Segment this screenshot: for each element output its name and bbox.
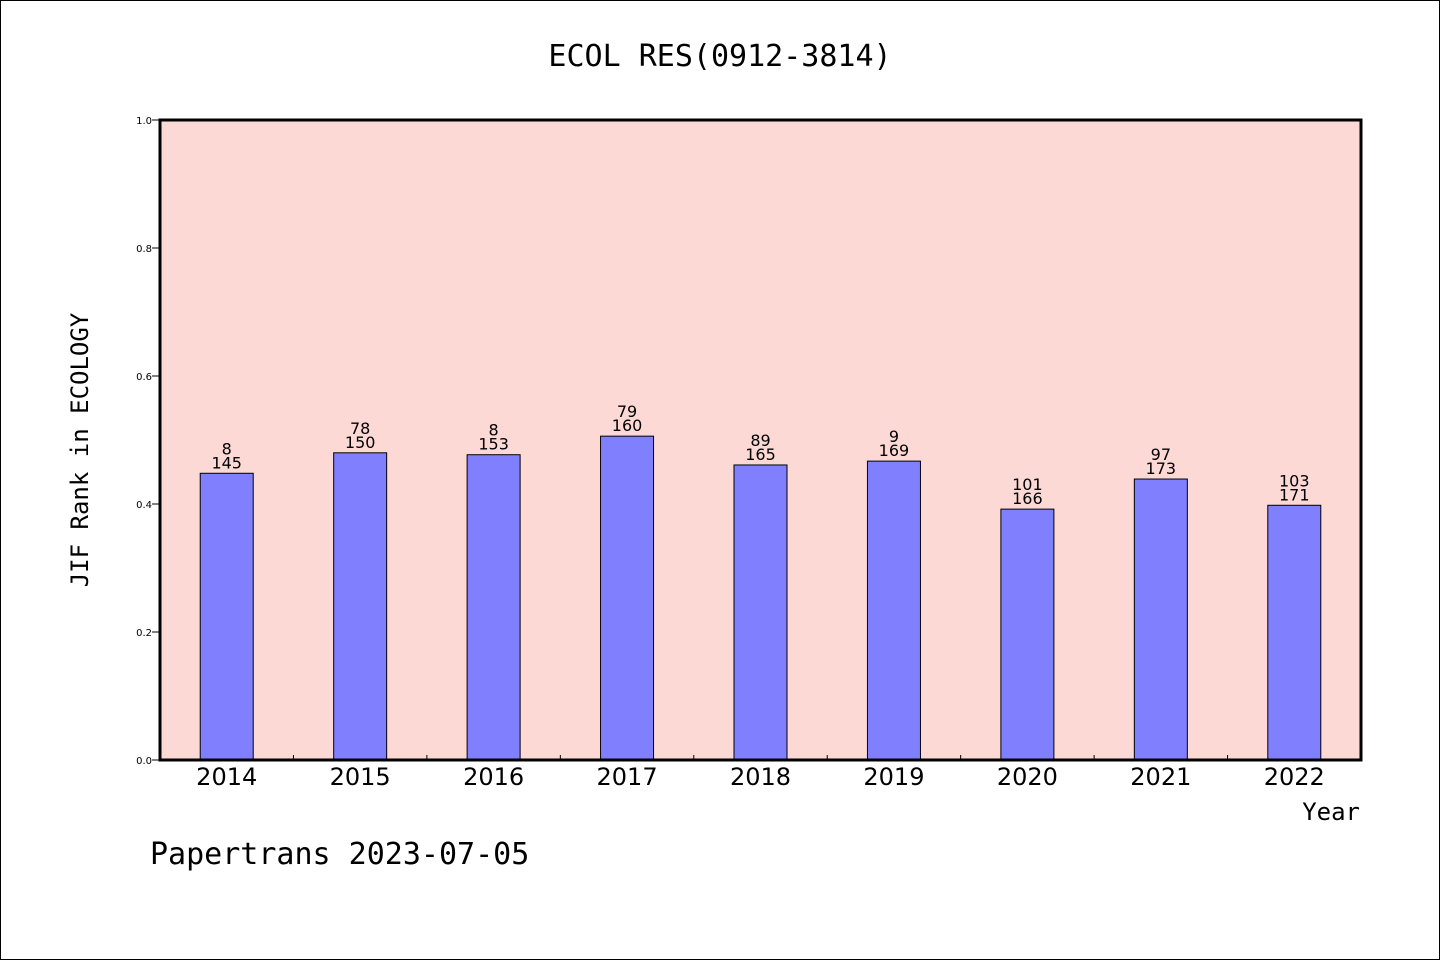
x-tick-label: 2017 (597, 763, 658, 791)
chart-title: ECOL RES(0912-3814) (548, 39, 891, 74)
bar-2019 (866, 460, 921, 761)
bar-rank-label: 103 (1279, 471, 1310, 490)
bar-total-label: 169 (879, 441, 910, 460)
y-tick-label: 0.8 (136, 244, 152, 255)
y-tick-label: 0.0 (136, 756, 152, 767)
bar-2021 (1133, 478, 1188, 761)
x-tick-label: 2022 (1264, 763, 1325, 791)
bar-2020 (1000, 508, 1055, 761)
x-axis: 2014 2015 2016 2017 2018 2019 2020 2021 2022 (196, 755, 1325, 791)
x-axis-label: Year (1302, 798, 1360, 826)
bar-rank-label: 9 (889, 427, 899, 446)
plot-border (158, 118, 1363, 762)
bar-rank-label: 97 (1151, 445, 1171, 464)
y-axis: 0.0 0.2 0.4 0.6 0.8 1.0 (136, 116, 160, 767)
x-tick-label: 2019 (863, 763, 924, 791)
y-tick-label: 0.2 (136, 628, 152, 639)
bar-2018 (733, 464, 788, 761)
bar-total-label: 173 (1146, 459, 1177, 478)
bar-rank-label: 8 (489, 421, 499, 440)
bar-rank-label: 89 (750, 431, 770, 450)
bar-rank-label: 78 (350, 419, 370, 438)
x-tick-label: 2021 (1130, 763, 1191, 791)
bar-total-label: 165 (745, 445, 776, 464)
bar-rank-label: 101 (1012, 475, 1043, 494)
x-tick-label: 2020 (997, 763, 1058, 791)
bar-2015 (333, 452, 388, 761)
bar-rank-label: 79 (617, 402, 637, 421)
bar-total-label: 171 (1279, 485, 1310, 504)
bar-2014 (199, 472, 254, 761)
bar-total-label: 153 (478, 435, 509, 454)
y-axis-label: JIF Rank in ECOLOGY (66, 312, 94, 587)
y-tick-label: 1.0 (136, 116, 152, 127)
x-tick-label: 2015 (330, 763, 391, 791)
x-tick-label: 2018 (730, 763, 791, 791)
bar-2017 (600, 435, 655, 761)
bar-total-label: 150 (345, 433, 376, 452)
y-tick-label: 0.6 (136, 372, 152, 383)
bar-total-label: 160 (612, 416, 643, 435)
footer-text: Papertrans 2023-07-05 (150, 837, 529, 872)
bar-total-label: 166 (1012, 489, 1043, 508)
bar-rank-label: 8 (222, 439, 232, 458)
y-tick-label: 0.4 (136, 500, 152, 511)
bar-total-label: 145 (211, 453, 242, 472)
bar-2022 (1267, 504, 1322, 761)
x-tick-label: 2016 (463, 763, 524, 791)
bar-2016 (466, 454, 521, 761)
x-tick-label: 2014 (196, 763, 257, 791)
